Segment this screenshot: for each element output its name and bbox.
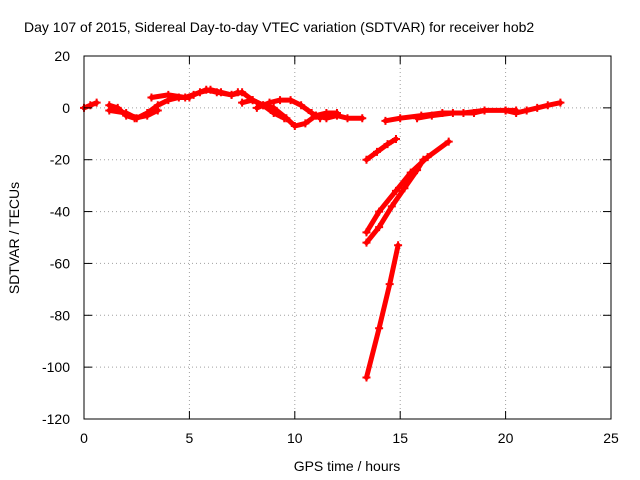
data-point [396,114,405,123]
data-point [301,119,310,128]
y-tick-label: 20 [54,48,70,64]
data-point [400,184,409,193]
series-arc-13 [362,137,453,237]
series-line [364,242,401,380]
data-point [501,106,510,115]
data-point [189,90,198,99]
x-tick-label: 20 [498,430,514,446]
data-point [238,98,247,107]
chart-title: Day 107 of 2015, Sidereal Day-to-day VTE… [24,19,534,35]
data-point [419,155,428,164]
y-tick-label: 0 [62,100,70,116]
data-point [202,85,211,94]
series-arc-14 [362,155,428,247]
series-arc-12 [362,134,400,164]
data-point [533,103,542,112]
data-point [122,109,131,118]
y-tick-label: -60 [50,255,70,271]
data-point [381,116,390,125]
data-point [413,114,422,123]
series-layer [80,85,565,382]
data-point [297,101,306,110]
x-axis-ticks: 0 5 10 15 20 25 [80,56,619,446]
data-point [358,114,367,123]
y-tick-label: -100 [42,359,70,375]
data-point [307,109,316,118]
data-point [391,134,400,143]
data-point [290,122,299,131]
data-point [286,96,295,105]
series-arc-1 [80,98,101,112]
data-point [387,202,396,211]
data-point [444,137,453,146]
data-point [375,207,384,216]
data-point [543,101,552,110]
data-point [413,166,422,175]
data-point [448,109,457,118]
y-axis-label: SDTVAR / TECUs [6,182,22,294]
data-point [383,140,392,149]
data-point [362,238,371,247]
data-point [423,153,432,162]
y-tick-label: -80 [50,307,70,323]
data-point [212,88,221,97]
data-point [164,90,173,99]
series-line [364,136,399,163]
series-arc-15 [362,241,403,382]
data-point [265,98,274,107]
x-tick-label: 25 [603,430,619,446]
data-point [181,93,190,102]
data-point [362,228,371,237]
x-tick-label: 5 [186,430,194,446]
data-point [522,106,531,115]
data-point [362,373,371,382]
data-point [276,96,285,105]
data-point [332,111,341,120]
y-tick-label: -20 [50,152,70,168]
x-tick-label: 10 [287,430,303,446]
data-point [282,114,291,123]
data-point [375,324,384,333]
data-point [248,96,257,105]
data-point [153,101,162,110]
data-point [252,103,261,112]
data-point [480,106,489,115]
data-point [394,241,403,250]
data-point [512,109,521,118]
x-tick-label: 15 [392,430,408,446]
data-point [92,98,101,107]
data-point [105,106,114,115]
y-tick-label: -120 [42,411,70,427]
data-point [469,109,478,118]
data-point [385,280,394,289]
data-point [427,111,436,120]
data-point [132,114,141,123]
data-point [362,155,371,164]
plot-frame [83,55,612,420]
x-tick-label: 0 [80,430,88,446]
data-point [143,109,152,118]
series-arc-11 [501,98,565,118]
data-point [322,114,331,123]
data-point [375,223,384,232]
data-point [227,90,236,99]
data-point [238,88,247,97]
data-point [147,93,156,102]
data-point [391,186,400,195]
series-line [364,157,426,246]
data-point [373,147,382,156]
series-arc-10 [413,106,489,123]
series-arc-8 [311,111,367,123]
y-tick-label: -40 [50,204,70,220]
series-line [239,97,340,129]
data-point [556,98,565,107]
x-axis-label: GPS time / hours [294,458,401,474]
data-point [269,103,278,112]
data-point [311,111,320,120]
y-axis-ticks: 20 0 -20 -40 -60 -80 -100 -120 [42,48,611,427]
data-point [343,114,352,123]
series-line [364,139,452,235]
